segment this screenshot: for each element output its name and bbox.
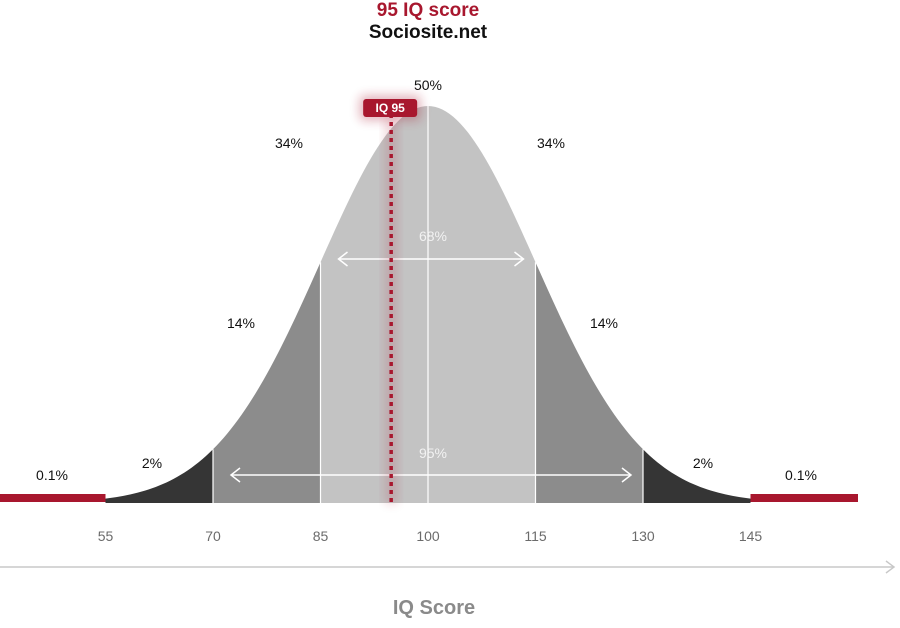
x-tick-labels: 55 70 85 100 115 130 145 bbox=[98, 528, 763, 544]
span-label-1: 95% bbox=[419, 445, 447, 461]
band-label-1: 2% bbox=[142, 455, 162, 471]
sd-divider-lines bbox=[212, 106, 644, 503]
band-label-5: 14% bbox=[590, 315, 618, 331]
band-1 bbox=[105, 449, 213, 503]
x-tick-70: 70 bbox=[205, 528, 221, 544]
x-tick-100: 100 bbox=[416, 528, 440, 544]
marker-badge bbox=[363, 99, 418, 117]
band-label-4: 34% bbox=[537, 135, 565, 151]
band-label-0: 0.1% bbox=[36, 467, 68, 483]
iq-marker: IQ 95 bbox=[359, 95, 422, 504]
x-tick-115: 115 bbox=[524, 528, 547, 544]
marker-badge-label: IQ 95 bbox=[375, 101, 405, 115]
band-label-3: 34% bbox=[275, 135, 303, 151]
band-5 bbox=[535, 262, 643, 503]
band-4 bbox=[428, 106, 536, 503]
x-tick-145: 145 bbox=[739, 528, 763, 544]
x-tick-55: 55 bbox=[98, 528, 114, 544]
chart-subtitle: Sociosite.net bbox=[369, 22, 488, 43]
x-tick-130: 130 bbox=[631, 528, 655, 544]
range-spans: 68% 95% bbox=[229, 228, 633, 483]
tail-band-0 bbox=[0, 494, 106, 502]
tail-band-7 bbox=[750, 494, 858, 502]
span-label-0: 68% bbox=[419, 228, 447, 244]
band-percent-labels: 0.1% 2% 14% 34% 34% 14% 2% 0.1% 50% bbox=[36, 77, 817, 483]
distribution-bands bbox=[0, 106, 858, 503]
band-label-2: 14% bbox=[227, 315, 255, 331]
span-1: 95% bbox=[229, 445, 633, 483]
span-0: 68% bbox=[337, 228, 525, 267]
x-axis-label: IQ Score bbox=[393, 597, 475, 619]
x-tick-85: 85 bbox=[313, 528, 329, 544]
band-2 bbox=[213, 262, 321, 503]
band-label-6: 2% bbox=[693, 455, 713, 471]
band-3 bbox=[320, 106, 428, 503]
band-6 bbox=[643, 449, 751, 503]
band-label-7: 0.1% bbox=[785, 467, 817, 483]
peak-label: 50% bbox=[414, 77, 442, 93]
x-axis-arrow-icon bbox=[885, 560, 896, 574]
chart-title: 95 IQ score bbox=[377, 0, 479, 21]
